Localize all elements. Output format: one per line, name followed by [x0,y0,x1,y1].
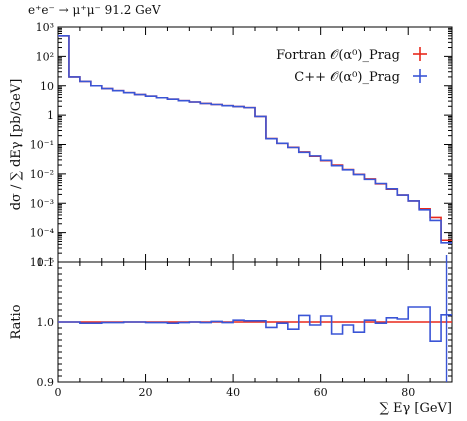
ratio-line-2 [58,306,452,342]
y-tick-label: 10² [36,50,54,63]
y-tick-label: 10⁻¹ [30,139,54,152]
legend-label-1: Fortran 𝒪(α⁰)_Prag [276,48,400,63]
y-tick-label: 10⁻⁵ [30,256,54,269]
y-tick-label: 10 [40,80,54,93]
x-tick-label: 20 [139,386,153,399]
x-tick-label: 60 [314,386,328,399]
ratio-axis-label: Ratio [9,304,24,339]
series-line-2 [58,35,452,244]
x-tick-label: 0 [55,386,62,399]
y-tick-label: 10⁻⁴ [30,227,55,240]
x-tick-label: 80 [401,386,415,399]
chart-title: e⁺e⁻ → μ⁺μ⁻ 91.2 GeV [28,3,161,17]
y-tick-label: 10⁻³ [30,197,54,210]
ratio-tick-label: 0.9 [37,376,55,389]
y-axis-label: dσ / ∑ dEγ [pb/GeV] [9,79,24,211]
y-tick-label: 1 [47,109,54,122]
x-tick-label: 40 [226,386,240,399]
ratio-tick-label: 1.0 [37,316,55,329]
y-tick-label: 10³ [36,21,54,34]
legend-label-2: C++ 𝒪(α⁰)_Prag [294,70,400,85]
x-axis-label: ∑ Eγ [GeV] [380,401,452,416]
series-line-1 [58,35,452,242]
y-tick-label: 10⁻² [30,168,54,181]
ratio-tick-label: 1.1 [37,256,55,269]
